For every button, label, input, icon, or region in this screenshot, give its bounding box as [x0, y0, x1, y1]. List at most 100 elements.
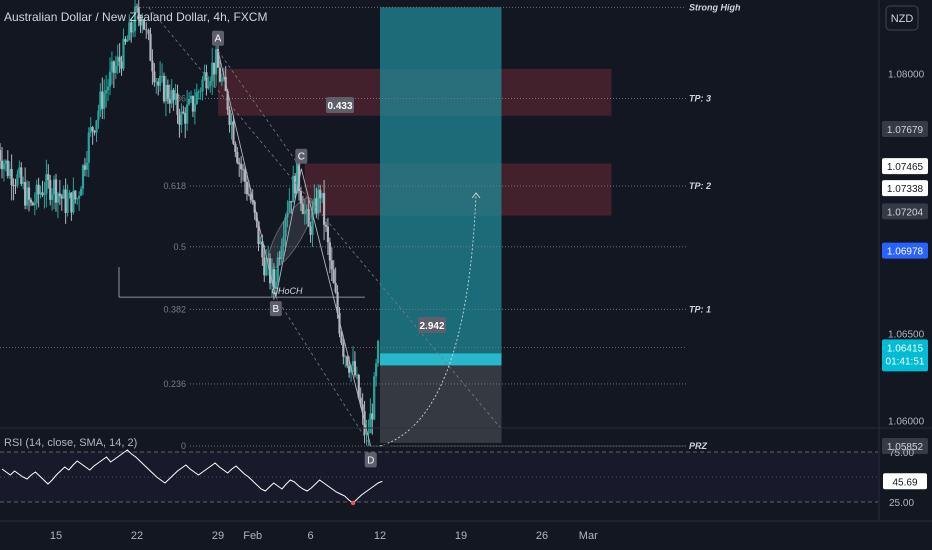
bar-countdown: 01:41:51 — [886, 356, 925, 367]
candle-up — [99, 91, 102, 111]
price-tag-box — [882, 438, 928, 455]
price-scale[interactable]: 1.08000 1.06500 1.06000 1.07679 1.07465 1.073… — [878, 0, 928, 520]
ratio-box — [326, 97, 354, 113]
rsi-title: RSI (14, close, SMA, 14, 2) — [4, 437, 137, 449]
price-tag-box — [882, 242, 928, 259]
candle-up — [126, 40, 129, 42]
candle-down — [272, 269, 276, 288]
price-tag-box — [882, 180, 928, 197]
candle-down — [58, 193, 61, 196]
candle-up — [116, 56, 119, 66]
candle-down — [371, 413, 374, 420]
candle-up — [201, 79, 204, 92]
candle-up — [186, 104, 189, 124]
candle-down — [120, 61, 123, 69]
price-tick: 1.06000 — [888, 416, 925, 427]
price-tag-box — [882, 120, 928, 137]
ratio-label-ratio_ab: 0.433 — [327, 101, 352, 112]
candle-up — [280, 246, 283, 260]
candle-down — [243, 169, 247, 182]
candle-up — [189, 96, 193, 100]
candle-up — [85, 162, 88, 170]
candle-up — [133, 6, 137, 31]
point-label-d: D — [367, 455, 374, 466]
candle-up — [132, 30, 135, 33]
candle-up — [128, 22, 131, 41]
ratio-label-ratio_cd: 2.942 — [419, 321, 444, 332]
candle-down — [361, 404, 364, 412]
candle-down — [0, 160, 4, 170]
price-tag: 1.07679 — [887, 125, 924, 136]
price-tick: 1.06500 — [888, 330, 925, 341]
candle-down — [153, 71, 156, 83]
fib-label: 0.382 — [163, 304, 186, 314]
fib-label: 0.236 — [163, 379, 186, 389]
time-label: 22 — [131, 530, 143, 542]
candle-up — [87, 132, 90, 163]
candle-down — [182, 111, 185, 114]
choch-label: CHoCH — [271, 286, 303, 296]
candle-down — [346, 356, 349, 366]
symbol-title[interactable]: Australian Dollar / New Zealand Dollar, … — [4, 10, 267, 24]
currency-button[interactable]: NZD — [885, 5, 919, 31]
rsi-pane[interactable]: RSI (14, close, SMA, 14, 2) 75.00 25.00 45… — [0, 437, 927, 509]
price-tag: 1.05852 — [887, 442, 924, 453]
candle-up — [313, 198, 316, 211]
candle-up — [4, 160, 7, 164]
candle-up — [78, 195, 81, 199]
candle-up — [16, 174, 19, 186]
candle-up — [187, 99, 191, 105]
candle-down — [64, 189, 67, 214]
candle-up — [35, 184, 38, 203]
candle-up — [22, 181, 25, 184]
candle-up — [114, 65, 117, 73]
candle-down — [12, 185, 15, 187]
candle-down — [342, 342, 345, 357]
candle-down — [336, 292, 339, 313]
candle-down — [157, 81, 160, 86]
candle-up — [286, 211, 289, 218]
rsi-band — [0, 452, 878, 502]
candle-up — [2, 163, 6, 170]
candle-down — [236, 151, 239, 163]
candle-down — [263, 257, 266, 276]
point-label-box — [364, 452, 377, 468]
candle-down — [151, 60, 154, 72]
time-label: 15 — [50, 530, 62, 542]
candle-down — [261, 241, 264, 258]
candle-down — [226, 91, 229, 110]
candle-up — [230, 121, 233, 125]
time-axis[interactable]: 15 22 29 Feb 6 12 19 26 Mar — [0, 520, 932, 542]
candle-down — [348, 365, 351, 373]
price-tag: 1.07204 — [887, 207, 924, 218]
prz-marker — [383, 443, 390, 450]
candle-up — [170, 90, 173, 104]
ac-dashed-line — [217, 50, 302, 169]
trendline-dashed — [148, 7, 502, 430]
candle-down — [176, 93, 179, 115]
candle-up — [89, 127, 92, 133]
candle-up — [108, 71, 112, 87]
candle-up — [305, 209, 308, 211]
candle-down — [91, 127, 94, 131]
candle-down — [142, 19, 146, 30]
candle-down — [184, 113, 187, 124]
candle-up — [155, 81, 158, 83]
stop-zone — [380, 354, 502, 443]
fib-label: 0.5 — [173, 242, 186, 252]
candle-down — [297, 160, 301, 192]
current-price: 1.06415 — [887, 343, 924, 354]
candle-up — [51, 194, 54, 200]
candle-up — [203, 72, 206, 80]
price-tag: 1.07465 — [887, 162, 924, 173]
candle-up — [367, 433, 370, 435]
tp2-label: TP: 2 — [689, 181, 711, 191]
candle-down — [245, 181, 249, 195]
candle-up — [259, 241, 262, 245]
candle-up — [211, 62, 214, 82]
candle-down — [315, 198, 318, 214]
price-tick: 1.08000 — [888, 69, 925, 80]
candle-down — [340, 333, 343, 343]
point-label-box — [212, 30, 224, 46]
